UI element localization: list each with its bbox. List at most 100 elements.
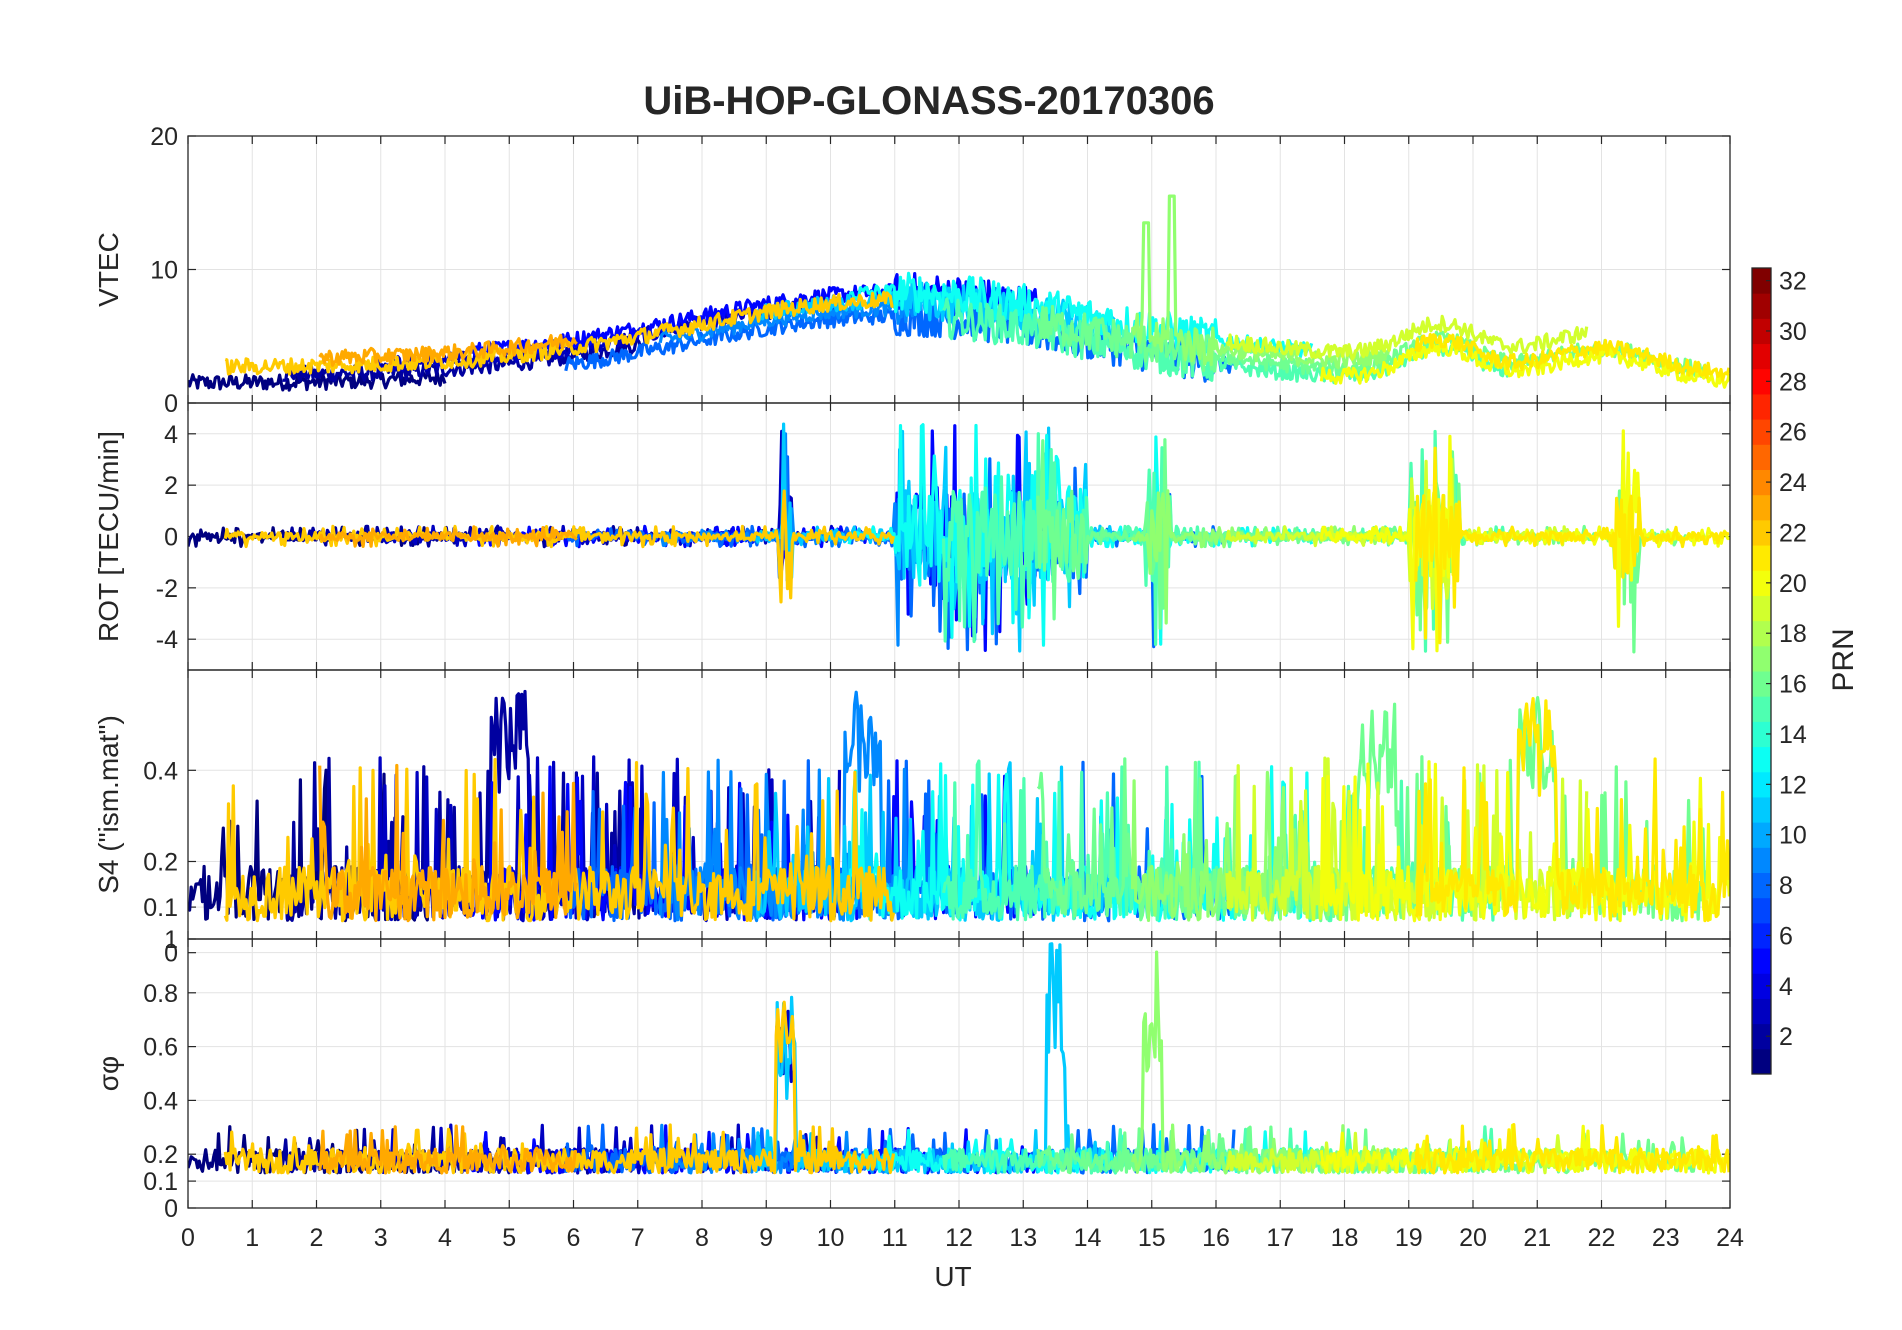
- traces-s4: [188, 689, 1730, 923]
- y-tick-label: 0.2: [143, 848, 178, 876]
- colorbar-tick-label: 30: [1779, 318, 1807, 346]
- colorbar-segment: [1752, 1023, 1771, 1050]
- x-tick-label: 11: [882, 1224, 908, 1252]
- x-tick-label: 16: [1202, 1224, 1230, 1252]
- chart-title: UiB-HOP-GLONASS-20170306: [643, 79, 1214, 123]
- x-tick-label: 19: [1395, 1224, 1423, 1252]
- y-tick-label: 0: [164, 390, 178, 418]
- panel-vtec: 0 10 20 VTEC: [93, 123, 1731, 418]
- traces-vtec: [188, 194, 1730, 392]
- x-tick-label: 1: [245, 1224, 259, 1252]
- prn-trace-22: [224, 290, 894, 376]
- y-tick-label: 0.6: [143, 1034, 178, 1062]
- x-tick-labels: 0 1 2 3 4 5 6 7 8 9 10 11 12 13 14 15 16 17 18 19 20 21 22 23 24: [181, 1224, 1744, 1252]
- colorbar-tick-label: 20: [1779, 570, 1807, 598]
- y-tick-label: 4: [164, 421, 178, 449]
- x-tick-label: 23: [1652, 1224, 1680, 1252]
- colorbar-tick-label: 18: [1779, 620, 1807, 648]
- prn-trace-21: [1414, 1122, 1730, 1175]
- prn-trace-23: [318, 763, 579, 923]
- y-tick-label: 1: [164, 926, 178, 954]
- colorbar-segment: [1752, 368, 1771, 395]
- colorbar-tick-label: 16: [1779, 671, 1807, 699]
- colorbar-segment: [1752, 620, 1771, 647]
- panel-rot: -4 -2 0 2 4 ROT [TECU/min]: [93, 402, 1731, 671]
- prn-trace-21: [1414, 446, 1730, 645]
- x-tick-label: 3: [374, 1224, 388, 1252]
- colorbar-segment: [1752, 469, 1771, 496]
- colorbar-tick-label: 26: [1779, 419, 1807, 447]
- prn-trace-19: [1225, 314, 1589, 361]
- traces-sigma_phi: [188, 942, 1730, 1175]
- y-axis-label-sigma_phi: σφ: [93, 1056, 124, 1091]
- prn-trace-20: [1319, 339, 1730, 389]
- y-tick-label: 20: [150, 123, 178, 151]
- colorbar-segment: [1752, 822, 1771, 848]
- x-tick-label: 5: [502, 1224, 516, 1252]
- colorbar-segment: [1752, 1048, 1771, 1075]
- colorbar-label: PRN: [1827, 628, 1860, 691]
- x-tick-label: 0: [181, 1224, 195, 1252]
- colorbar-tick-label: 12: [1779, 771, 1807, 799]
- y-tick-label: 0.1: [143, 1168, 178, 1196]
- colorbar-segment: [1752, 595, 1771, 622]
- prn-trace-9: [658, 286, 919, 344]
- colorbar-tick-label: 14: [1779, 721, 1807, 749]
- y-tick-label: 0: [164, 940, 178, 968]
- colorbar-segment: [1752, 973, 1771, 999]
- x-tick-label: 15: [1138, 1224, 1166, 1252]
- y-tick-label: 0: [164, 1195, 178, 1223]
- x-tick-label: 7: [631, 1224, 645, 1252]
- colorbar-segment: [1752, 771, 1771, 798]
- prn-trace-23: [318, 525, 578, 549]
- colorbar-segment: [1752, 545, 1771, 571]
- colorbar-tick-label: 32: [1779, 268, 1807, 296]
- colorbar-tick-label: 2: [1779, 1023, 1793, 1051]
- colorbar-tick-label: 6: [1779, 922, 1793, 950]
- y-axis-label-rot: ROT [TECU/min]: [93, 431, 124, 642]
- x-tick-label: 8: [695, 1224, 709, 1252]
- axis-box-sigma_phi: [187, 938, 1731, 1209]
- x-tick-label: 13: [1009, 1224, 1037, 1252]
- traces-rot: [188, 422, 1730, 654]
- colorbar-tick-label: 28: [1779, 368, 1807, 396]
- colorbar-segment: [1752, 796, 1771, 823]
- colorbar-segment: [1752, 494, 1771, 521]
- x-tick-label: 17: [1266, 1224, 1294, 1252]
- colorbar-segment: [1752, 570, 1771, 596]
- prn-trace-23: [318, 333, 578, 367]
- colorbar-tick-label: 22: [1779, 519, 1807, 547]
- prn-trace-1: [188, 369, 447, 392]
- colorbar-tick-label: 4: [1779, 973, 1793, 1001]
- x-tick-label: 2: [310, 1224, 324, 1252]
- x-tick-label: 12: [945, 1224, 973, 1252]
- prn-trace-21: [1414, 332, 1730, 382]
- colorbar-segment: [1752, 696, 1771, 722]
- y-tick-label: -2: [156, 575, 178, 603]
- colorbar-segment: [1752, 872, 1771, 899]
- y-tick-label: 0.4: [143, 757, 178, 785]
- colorbar-segment: [1752, 419, 1771, 445]
- x-tick-label: 4: [438, 1224, 452, 1252]
- colorbar-segment: [1752, 393, 1771, 420]
- panel-s4: 0 0.1 0.2 0.4 S4 ("ism.mat"): [93, 669, 1731, 968]
- x-tick-label: 10: [817, 1224, 845, 1252]
- colorbar-tick-label: 10: [1779, 822, 1807, 850]
- x-tick-label: 6: [567, 1224, 581, 1252]
- colorbar-segment: [1752, 897, 1771, 924]
- y-axis-label-vtec: VTEC: [93, 232, 124, 307]
- colorbar-segment: [1752, 721, 1771, 748]
- prn-trace-2: [282, 338, 644, 383]
- colorbar-segment: [1752, 998, 1771, 1025]
- y-tick-label: -4: [156, 626, 178, 654]
- colorbar-segment: [1752, 519, 1771, 546]
- y-axis-label-s4: S4 ("ism.mat"): [93, 715, 124, 894]
- y-tick-label: 0.8: [143, 980, 178, 1008]
- colorbar-segment: [1752, 922, 1771, 949]
- y-tick-label: 0.2: [143, 1141, 178, 1169]
